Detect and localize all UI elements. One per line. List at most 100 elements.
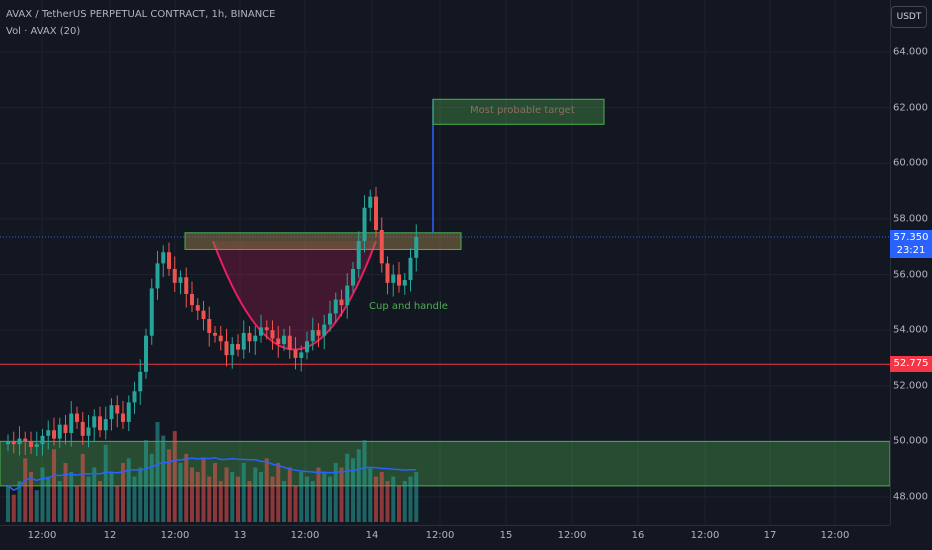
volume-bar xyxy=(178,462,183,522)
volume-bar xyxy=(138,467,143,522)
candle-body xyxy=(316,330,321,336)
candle-body xyxy=(374,196,378,230)
volume-bar xyxy=(29,472,33,522)
candle-body xyxy=(391,274,396,283)
price-tick: 60.000 xyxy=(893,157,928,169)
candle-body xyxy=(264,327,269,331)
volume-bar xyxy=(149,453,154,522)
candle-body xyxy=(46,430,51,436)
candle-body xyxy=(414,236,419,258)
volume-bar xyxy=(161,435,166,522)
volume-bar xyxy=(184,453,189,522)
candle-body xyxy=(6,441,10,445)
volume-bar xyxy=(264,458,269,522)
volume-bar xyxy=(213,462,217,522)
volume-bar xyxy=(40,467,45,522)
price-tick: 64.000 xyxy=(893,46,928,58)
candle-body xyxy=(333,299,338,314)
candle-body xyxy=(40,435,45,445)
candle-body xyxy=(345,285,350,306)
support-zone xyxy=(0,440,890,487)
volume-bar xyxy=(408,476,413,522)
candle-body xyxy=(167,252,171,269)
candle-body xyxy=(241,332,246,350)
volume-bar xyxy=(293,485,298,522)
candle-body xyxy=(109,405,114,420)
volume-bar xyxy=(98,481,102,522)
volume-bar xyxy=(103,444,108,522)
candle-body xyxy=(397,274,401,286)
volume-bar xyxy=(339,467,344,522)
candle-body xyxy=(11,441,16,445)
current-price-label: 57.350 23:21 xyxy=(890,230,932,258)
candle-body xyxy=(201,310,206,319)
candle-body xyxy=(195,305,200,311)
volume-bar xyxy=(86,476,91,522)
candle-body xyxy=(247,332,252,342)
volume-bar xyxy=(195,472,200,522)
candle-body xyxy=(190,293,194,306)
candle-body xyxy=(282,335,286,345)
volume-bar xyxy=(172,431,177,522)
candle-body xyxy=(69,413,74,434)
price-axis[interactable]: 64.000 62.000 60.000 58.000 56.000 54.000 52.0… xyxy=(890,0,932,525)
volume-bar xyxy=(75,485,79,522)
chart-canvas[interactable]: AVAX / TetherUS PERPETUAL CONTRACT, 1h, … xyxy=(0,0,890,525)
candle-body xyxy=(218,335,223,342)
volume-bar xyxy=(52,449,56,522)
candle-body xyxy=(178,277,183,283)
volume-bar xyxy=(144,440,148,522)
volume-bar xyxy=(46,476,51,522)
price-tick: 52.000 xyxy=(893,380,928,392)
currency-button[interactable]: USDT xyxy=(891,6,927,28)
candle-body xyxy=(121,413,125,422)
volume-bar xyxy=(132,476,137,522)
volume-bar xyxy=(333,462,338,522)
volume-bar xyxy=(356,449,361,522)
volume-bar xyxy=(109,472,114,522)
level-price-label: 52.775 xyxy=(890,356,932,372)
volume-bar xyxy=(299,472,304,522)
candle-body xyxy=(385,263,390,283)
candle-body xyxy=(276,338,281,345)
volume-bar xyxy=(397,485,401,522)
volume-bar xyxy=(63,462,68,522)
volume-bar xyxy=(115,485,120,522)
time-tick: 17 xyxy=(763,530,777,541)
candle-body xyxy=(155,263,160,289)
candle-body xyxy=(253,335,258,342)
candle-body xyxy=(402,280,407,286)
volume-bar xyxy=(247,481,252,522)
time-tick: 12:00 xyxy=(27,530,57,541)
volume-legend[interactable]: Vol · AVAX (20) xyxy=(6,26,81,37)
time-tick: 15 xyxy=(499,530,513,541)
candle-body xyxy=(236,344,240,350)
volume-bar xyxy=(345,453,350,522)
time-tick: 12:00 xyxy=(160,530,190,541)
volume-bar xyxy=(236,476,240,522)
candle-body xyxy=(310,330,315,342)
volume-bar xyxy=(218,481,223,522)
candle-body xyxy=(34,444,39,447)
volume-bar xyxy=(57,481,62,522)
symbol-legend[interactable]: AVAX / TetherUS PERPETUAL CONTRACT, 1h, … xyxy=(6,9,276,20)
time-axis[interactable]: 12:00 12 12:00 13 12:00 14 12:00 15 12:00 16 12:00… xyxy=(0,525,890,550)
volume-bar xyxy=(241,462,246,522)
candle-body xyxy=(328,313,332,325)
target-zone xyxy=(432,98,605,125)
volume-bar xyxy=(368,467,373,522)
candle-body xyxy=(63,424,68,434)
time-tick: 13 xyxy=(233,530,247,541)
volume-bar xyxy=(253,467,258,522)
volume-bar xyxy=(92,467,97,522)
price-chart[interactable] xyxy=(0,0,890,525)
candle-body xyxy=(75,413,79,422)
candle-body xyxy=(184,277,189,294)
candle-body xyxy=(356,241,361,269)
price-tick: 48.000 xyxy=(893,491,928,503)
candle-body xyxy=(339,299,344,306)
volume-bar xyxy=(391,476,396,522)
candle-body xyxy=(132,391,137,403)
candle-body xyxy=(92,416,97,428)
candle-body xyxy=(287,335,292,350)
